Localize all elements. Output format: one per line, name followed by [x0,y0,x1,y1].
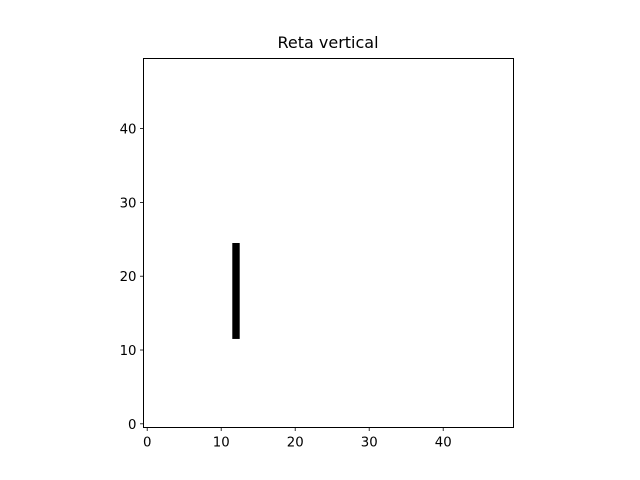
line-segment-0 [232,243,240,339]
x-tick-label: 10 [213,436,230,451]
chart-title: Reta vertical [277,33,378,52]
image-background [143,58,514,428]
y-tick-label: 40 [120,123,137,138]
plot-area [143,58,514,428]
y-tick-label: 20 [120,270,137,285]
x-tick-label: 30 [361,436,378,451]
x-tick-label: 20 [287,436,304,451]
y-tick-label: 0 [128,418,136,433]
axes: 0 10 20 30 40 0 10 20 30 40 [120,123,452,451]
x-tick-label: 0 [143,436,151,451]
x-tick-label: 40 [435,436,452,451]
y-tick-label: 10 [120,344,137,359]
plot-frame [143,58,514,428]
y-tick-label: 30 [120,196,137,211]
